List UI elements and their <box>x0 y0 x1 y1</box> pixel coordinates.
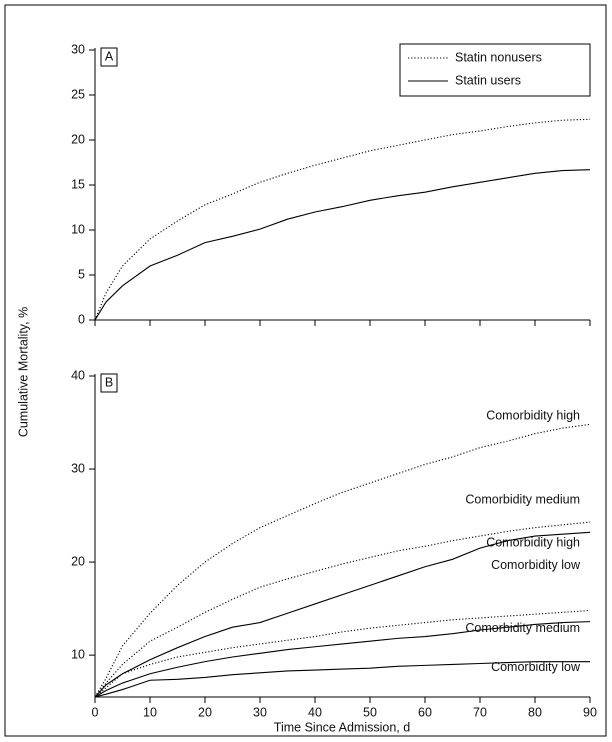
legend-box <box>399 43 591 97</box>
x-tick-label: 60 <box>418 705 432 719</box>
panel-label-box <box>100 373 118 393</box>
series-label: Comorbidity medium <box>465 492 580 506</box>
series-line <box>94 521 591 698</box>
x-tick-label: 80 <box>528 705 542 719</box>
series-label: Comorbidity high <box>486 536 580 550</box>
y-tick-label: 15 <box>71 177 85 191</box>
x-tick-label: 40 <box>308 705 322 719</box>
legend-label: Statin users <box>455 73 521 87</box>
series-line <box>94 609 591 698</box>
y-tick-label: 30 <box>71 42 85 56</box>
x-tick-label: 50 <box>363 705 377 719</box>
series-label: Comorbidity high <box>486 409 580 423</box>
x-tick-label: 20 <box>198 705 212 719</box>
panel-label: A <box>105 49 114 63</box>
y-tick-label: 25 <box>71 87 85 101</box>
y-tick-label: 0 <box>78 312 85 326</box>
y-tick-label: 30 <box>71 461 85 475</box>
series-label: Comorbidity low <box>491 558 581 572</box>
y-tick-label: 20 <box>71 554 85 568</box>
y-tick-label: 10 <box>71 222 85 236</box>
panel-label-box <box>100 47 118 67</box>
y-tick-label: 20 <box>71 132 85 146</box>
series-line <box>94 661 590 698</box>
x-tick-label: 70 <box>473 705 487 719</box>
y-tick-label: 5 <box>78 267 85 281</box>
y-tick-label: 40 <box>71 368 85 382</box>
x-tick-label: 10 <box>143 705 157 719</box>
series-line <box>94 118 591 321</box>
x-tick-label: 90 <box>583 705 597 719</box>
y-tick-label: 10 <box>71 647 85 661</box>
series-label: Comorbidity low <box>491 660 581 674</box>
x-axis-title: Time Since Admission, d <box>274 720 410 734</box>
panel-label: B <box>105 375 113 389</box>
x-tick-label: 30 <box>253 705 267 719</box>
x-tick-label: 0 <box>92 705 99 719</box>
series-line <box>94 531 591 698</box>
figure-frame <box>4 4 607 737</box>
series-line <box>94 621 591 698</box>
legend-label: Statin nonusers <box>455 50 542 64</box>
series-label: Comorbidity medium <box>465 621 580 635</box>
y-axis-title: Cumulative Mortality, % <box>16 307 30 437</box>
series-line <box>94 169 591 321</box>
